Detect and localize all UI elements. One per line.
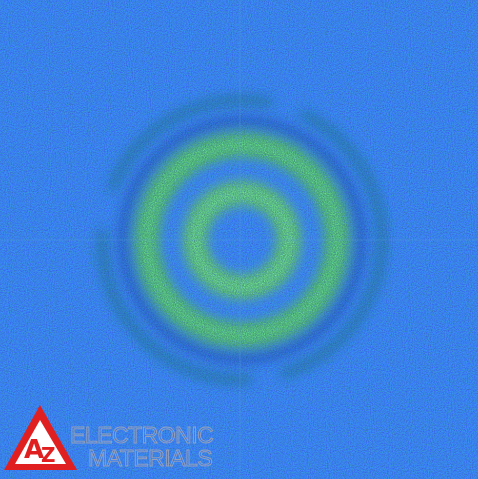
inner-ring: [183, 181, 301, 299]
rings: [98, 96, 386, 384]
middle-ring: [135, 133, 349, 347]
logo-line2: MATERIALS: [88, 445, 212, 471]
logo-letter-z: Z: [41, 443, 56, 467]
logo: A Z ELECTRONIC MATERIALS: [4, 405, 214, 471]
outer-ring: [98, 96, 386, 384]
logo-letter-a: A: [24, 435, 44, 465]
logo-triangle-inner: [15, 420, 66, 464]
faint-ring: [119, 117, 365, 363]
logo-line1: ELECTRONIC: [70, 422, 213, 448]
